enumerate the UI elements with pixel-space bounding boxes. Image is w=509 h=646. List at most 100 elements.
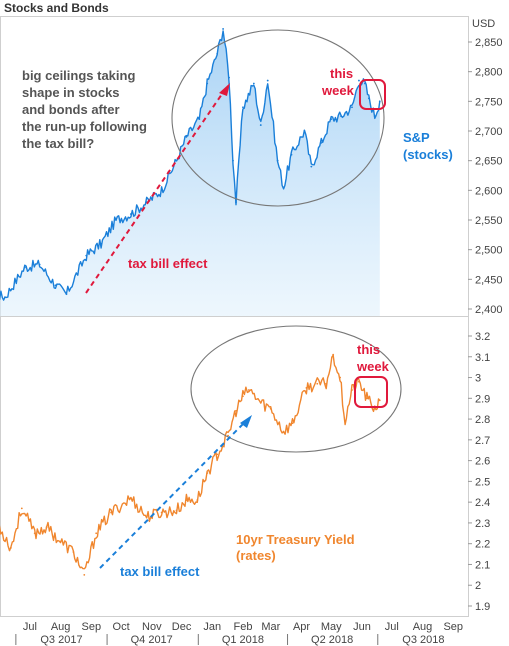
tax-bill-arrow	[99, 422, 245, 569]
data-point	[269, 407, 272, 410]
data-point	[227, 434, 229, 437]
data-point	[344, 420, 346, 423]
commentary-text: the run-up following	[22, 119, 147, 134]
data-point	[145, 515, 148, 518]
data-point	[305, 387, 308, 389]
data-point	[33, 532, 36, 535]
tax-bill-arrow	[85, 93, 223, 294]
data-point	[160, 511, 163, 514]
x-month-label: Apr	[293, 621, 310, 633]
data-point	[242, 106, 244, 109]
data-point	[198, 118, 201, 121]
y-tick-label: 2.9	[475, 393, 490, 405]
y-tick-label: 2.1	[475, 559, 490, 571]
data-point	[54, 284, 57, 287]
data-point	[129, 497, 132, 499]
y-tick-label: 3.2	[475, 331, 490, 343]
data-point	[332, 353, 335, 356]
tax-bill-arrowhead	[219, 83, 230, 96]
y-tick-label: 3.1	[475, 352, 490, 364]
focus-ellipse	[190, 325, 402, 453]
data-point	[367, 97, 370, 100]
data-point	[232, 159, 234, 162]
y-tick-label: 2.5	[475, 476, 490, 488]
y-tick-label: 2,550	[475, 215, 503, 227]
tax-bill-arrowhead	[240, 415, 252, 428]
data-point	[100, 242, 103, 245]
data-point	[330, 118, 333, 121]
data-point	[160, 189, 163, 192]
x-month-label: Sep	[443, 621, 463, 633]
data-point	[216, 52, 219, 55]
data-point	[320, 141, 323, 144]
x-quarter-label: Q4 2017	[131, 634, 173, 646]
data-point	[216, 453, 219, 456]
data-point	[339, 376, 341, 379]
x-month-label: Nov	[142, 621, 162, 633]
data-point	[325, 382, 328, 385]
y-tick-label: 2,400	[475, 304, 503, 316]
data-point	[72, 551, 75, 553]
x-month-label: Jul	[385, 621, 399, 633]
y-tick-label: 2,650	[475, 156, 503, 168]
data-point	[110, 511, 112, 514]
data-point	[290, 153, 293, 156]
data-point	[196, 499, 199, 501]
data-point	[85, 254, 88, 257]
this-week-box	[354, 376, 388, 408]
y-tick-label: 2,450	[475, 274, 503, 286]
data-point	[20, 507, 23, 510]
data-point	[282, 430, 285, 433]
data-point	[358, 79, 360, 82]
data-point	[351, 389, 353, 391]
y-unit-label: USD	[472, 18, 495, 30]
data-point	[115, 219, 117, 221]
data-point	[266, 79, 269, 82]
series-label: (stocks)	[403, 147, 453, 162]
data-point	[373, 115, 376, 118]
y-tick-label: 2.4	[475, 497, 490, 509]
data-point	[45, 526, 48, 528]
x-month-label: Aug	[51, 621, 71, 633]
focus-ellipse	[171, 29, 385, 207]
data-point	[206, 472, 209, 474]
data-point	[378, 100, 381, 103]
y-tick-label: 2.8	[475, 414, 490, 426]
data-point	[282, 186, 285, 189]
data-point	[185, 499, 188, 501]
x-quarter-label: Q3 2018	[402, 634, 444, 646]
data-point	[129, 213, 132, 215]
y-tick-label: 2,750	[475, 96, 503, 108]
commentary-text: and bonds after	[22, 102, 120, 117]
y-tick-label: 2.2	[475, 539, 490, 551]
data-point	[235, 201, 237, 204]
data-point	[303, 130, 306, 132]
data-point	[228, 76, 230, 79]
x-month-label: Jul	[23, 621, 37, 633]
data-point	[252, 82, 255, 85]
this-week-label: this	[357, 342, 380, 357]
this-week-label: week	[356, 359, 390, 374]
y-tick-label: 2.7	[475, 435, 490, 447]
x-quarter-label: Q1 2018	[222, 634, 264, 646]
y-tick-label: 2,600	[475, 185, 503, 197]
page-title: Stocks and Bonds	[4, 1, 109, 15]
x-month-label: Mar	[261, 621, 280, 633]
y-tick-label: 2.3	[475, 518, 490, 530]
y-tick-label: 1.9	[475, 601, 490, 613]
data-point	[365, 397, 368, 400]
data-point	[291, 422, 294, 425]
data-point	[175, 509, 178, 512]
x-quarter-label: Q2 2018	[311, 634, 353, 646]
y-tick-label: 2,800	[475, 67, 503, 79]
data-point	[38, 263, 41, 266]
effect-label: tax bill effect	[120, 564, 200, 579]
data-point	[59, 540, 62, 543]
data-point	[340, 115, 342, 118]
data-point	[247, 389, 250, 391]
data-point	[185, 136, 188, 138]
effect-label: tax bill effect	[128, 256, 208, 271]
this-week-label: week	[321, 83, 355, 98]
treasury-yield-line	[0, 354, 381, 570]
